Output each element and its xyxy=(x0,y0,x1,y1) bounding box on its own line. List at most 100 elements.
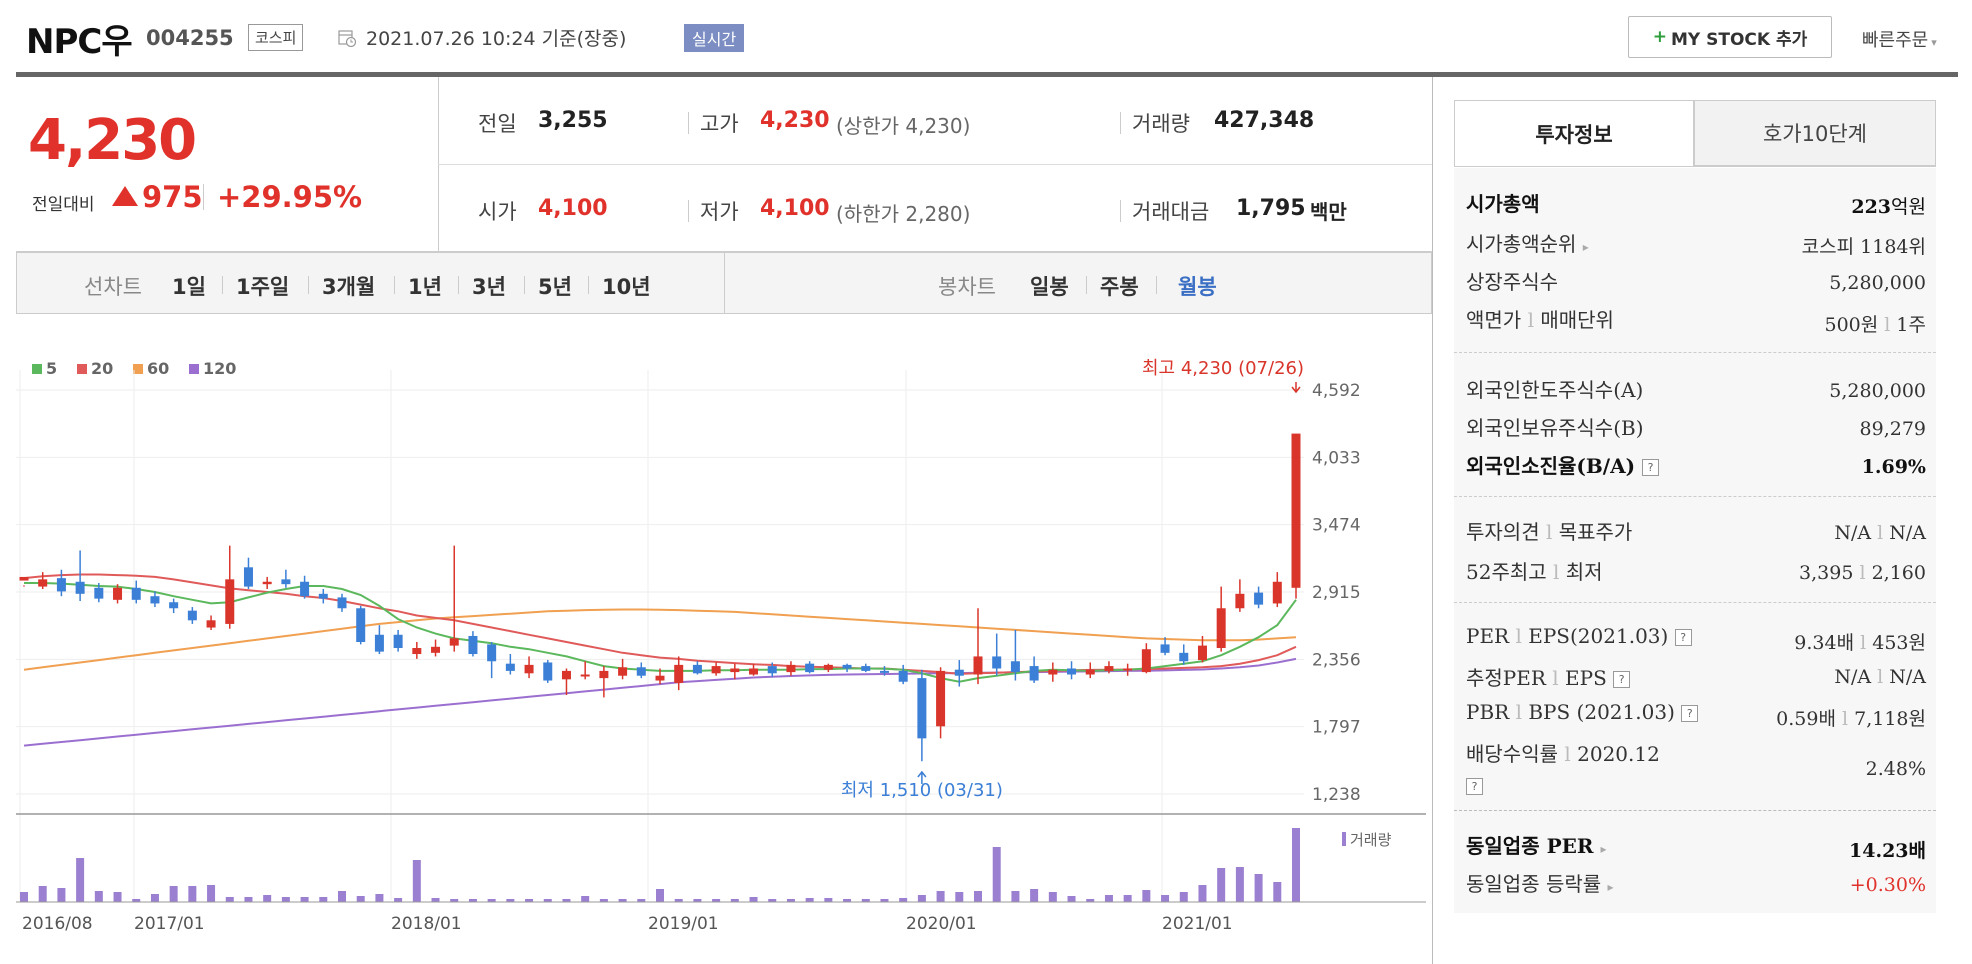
legend-label: 60 xyxy=(147,359,169,378)
y-tick-label: 2,356 xyxy=(1312,650,1361,670)
candle-body xyxy=(449,638,459,646)
candle-body xyxy=(823,664,833,670)
volume-bar xyxy=(394,898,403,902)
candle-weekly[interactable]: 주봉 xyxy=(1100,275,1139,299)
period-1y[interactable]: 1년 xyxy=(408,275,442,299)
opinion-value: N/A xyxy=(1834,522,1872,544)
tab-order-book[interactable]: 호가10단계 xyxy=(1694,100,1936,166)
volume-bar xyxy=(712,899,721,902)
realtime-badge: 실시간 xyxy=(684,24,745,52)
opinion-target-value: N/A l N/A xyxy=(1834,522,1926,544)
target-value: N/A xyxy=(1889,522,1926,544)
stat-sep xyxy=(1120,112,1121,134)
change-percent: +29.95% xyxy=(217,180,363,214)
volume-bar xyxy=(300,897,309,902)
help-icon[interactable]: ? xyxy=(1674,629,1692,646)
volume-bar xyxy=(169,886,178,902)
help-icon[interactable]: ? xyxy=(1681,705,1699,722)
investment-info-panel xyxy=(1454,168,1936,913)
help-icon[interactable]: ? xyxy=(1466,778,1483,795)
volume-bar xyxy=(768,899,777,902)
candle-body xyxy=(131,587,141,600)
volume-bar xyxy=(263,895,272,902)
volume-bar xyxy=(450,899,459,902)
candle-body xyxy=(561,670,571,680)
add-my-stock-label: MY STOCK 추가 xyxy=(1670,29,1808,50)
candle-body xyxy=(730,668,740,673)
par-value: 500원 xyxy=(1824,314,1879,336)
sector-per-link[interactable]: 동일업종 PER ▸ xyxy=(1466,830,1606,859)
period-10y[interactable]: 10년 xyxy=(602,275,651,299)
candle-body xyxy=(1235,593,1245,609)
candle-body xyxy=(225,579,235,624)
foreign-ratio-label-group: 외국인소진율(B/A) ? xyxy=(1466,450,1660,479)
volume-bar xyxy=(1292,828,1300,902)
sector-change-value: +0.30% xyxy=(1849,874,1926,896)
trade-unit-label: 매매단위 xyxy=(1540,308,1614,332)
period-1d[interactable]: 1일 xyxy=(172,275,206,299)
period-sep xyxy=(222,276,223,294)
volume-bar xyxy=(730,899,739,902)
per-label: PER xyxy=(1466,624,1510,648)
foreign-limit-label: 외국인한도주식수(A) xyxy=(1466,378,1644,402)
quick-order-button[interactable]: 빠른주문 ▾ xyxy=(1862,26,1937,52)
candle-body xyxy=(992,656,1002,669)
foreign-limit-value: 5,280,000 xyxy=(1829,380,1926,402)
low-value: 4,100 xyxy=(760,196,830,221)
change-label: 전일대비 xyxy=(32,195,95,215)
volume-bar xyxy=(1273,882,1282,902)
volume-bar xyxy=(1142,890,1151,902)
volume-bar xyxy=(674,899,683,902)
volume-bar xyxy=(1011,891,1020,902)
candle-body xyxy=(150,596,160,604)
sector-per-value: 14.23배 xyxy=(1849,840,1926,862)
add-my-stock-button[interactable]: + MY STOCK 추가 xyxy=(1628,16,1832,58)
sep: l xyxy=(1842,708,1849,730)
volume-bar xyxy=(599,899,608,902)
volume-bar xyxy=(525,899,534,902)
sep: l xyxy=(1545,520,1553,544)
section-divider xyxy=(1454,352,1936,353)
candle-monthly[interactable]: 월봉 xyxy=(1178,275,1217,299)
period-sep xyxy=(458,276,459,294)
cap-rank-link[interactable]: 시가총액순위 ▸ xyxy=(1466,228,1589,257)
lower-limit: (하한가 2,280) xyxy=(836,202,971,226)
y-tick-label: 4,033 xyxy=(1312,448,1361,468)
eps-label: EPS(2021.03) xyxy=(1528,624,1669,648)
candle-body xyxy=(842,664,852,669)
tab-investment-info[interactable]: 투자정보 xyxy=(1454,100,1694,166)
candle-body xyxy=(674,664,684,683)
pbr-bps-label: PBR l BPS (2021.03) ? xyxy=(1466,700,1699,724)
period-1w[interactable]: 1주일 xyxy=(236,275,290,299)
volume-bar xyxy=(319,897,328,902)
candle-body xyxy=(187,610,197,621)
open-label: 시가 xyxy=(478,200,517,224)
period-3y[interactable]: 3년 xyxy=(472,275,506,299)
candle-body xyxy=(618,667,628,676)
candle-body xyxy=(1272,581,1282,604)
pbr-bps-value: 0.59배 l 7,118원 xyxy=(1776,704,1926,731)
volume-bar xyxy=(786,899,795,902)
help-icon[interactable]: ? xyxy=(1613,671,1631,688)
candle-body xyxy=(1141,649,1151,673)
change-amount: 975 xyxy=(142,180,203,214)
sep: l xyxy=(1564,742,1571,766)
opinion-label: 투자의견 xyxy=(1466,520,1540,544)
volume-bar xyxy=(562,899,571,902)
candle-body xyxy=(487,644,497,662)
volume-bar xyxy=(356,896,365,902)
candle-body xyxy=(393,634,403,649)
candle-daily[interactable]: 일봉 xyxy=(1030,275,1069,299)
period-3m[interactable]: 3개월 xyxy=(322,275,376,299)
est-per-eps-value: N/A l N/A xyxy=(1834,666,1926,688)
eps-value: 453원 xyxy=(1872,632,1926,654)
volume-bar xyxy=(955,892,964,902)
help-icon[interactable]: ? xyxy=(1642,459,1660,476)
volume-bar xyxy=(581,896,590,902)
candle-body xyxy=(262,581,272,585)
opinion-target-label: 투자의견 l 목표주가 xyxy=(1466,516,1632,545)
volume-bar xyxy=(637,899,646,902)
price-panel xyxy=(16,77,1432,252)
period-5y[interactable]: 5년 xyxy=(538,275,572,299)
sector-change-link[interactable]: 동일업종 등락률 ▸ xyxy=(1466,868,1614,897)
